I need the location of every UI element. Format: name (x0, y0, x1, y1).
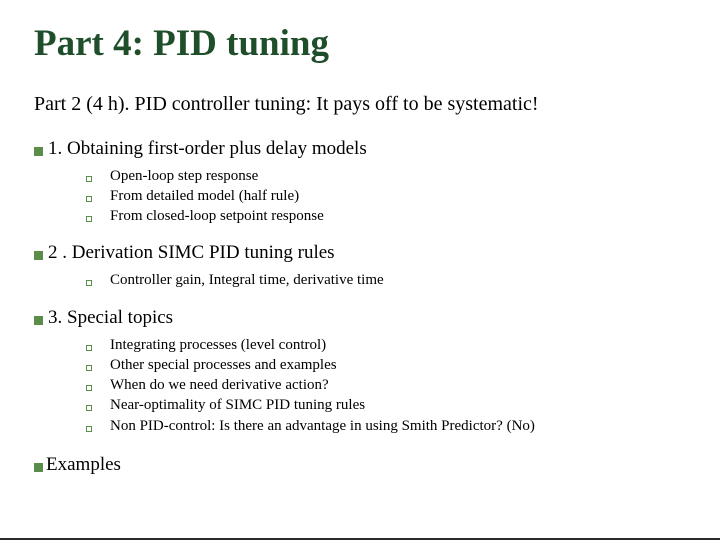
list-item-text: Open-loop step response (110, 166, 258, 186)
section-heading-text: 2 . Derivation SIMC PID tuning rules (48, 242, 335, 264)
square-bullet-icon (34, 251, 43, 260)
list-item: From closed-loop setpoint response (86, 206, 686, 226)
section-items: Integrating processes (level control) Ot… (86, 335, 686, 436)
list-item: Open-loop step response (86, 166, 686, 186)
hollow-square-bullet-icon (86, 365, 92, 371)
list-item-text: From closed-loop setpoint response (110, 206, 324, 226)
list-item-text: Integrating processes (level control) (110, 335, 326, 355)
square-bullet-icon (34, 316, 43, 325)
hollow-square-bullet-icon (86, 176, 92, 182)
section-items: Open-loop step response From detailed mo… (86, 166, 686, 227)
section-heading-text: 3. Special topics (48, 307, 173, 329)
section-heading: 3. Special topics (34, 307, 686, 329)
square-bullet-icon (34, 147, 43, 156)
section-heading: 2 . Derivation SIMC PID tuning rules (34, 242, 686, 264)
hollow-square-bullet-icon (86, 216, 92, 222)
hollow-square-bullet-icon (86, 196, 92, 202)
slide-title: Part 4: PID tuning (34, 24, 686, 65)
list-item: Integrating processes (level control) (86, 335, 686, 355)
list-item-text: Non PID-control: Is there an advantage i… (110, 416, 535, 436)
slide-subtitle: Part 2 (4 h). PID controller tuning: It … (34, 93, 686, 116)
closing-line: Examples (34, 454, 686, 476)
list-item: Other special processes and examples (86, 355, 686, 375)
list-item: From detailed model (half rule) (86, 186, 686, 206)
list-item-text: Near-optimality of SIMC PID tuning rules (110, 395, 365, 415)
square-bullet-icon (34, 463, 43, 472)
list-item: Near-optimality of SIMC PID tuning rules (86, 395, 686, 415)
list-item-text: When do we need derivative action? (110, 375, 329, 395)
hollow-square-bullet-icon (86, 426, 92, 432)
hollow-square-bullet-icon (86, 405, 92, 411)
list-item: Non PID-control: Is there an advantage i… (86, 416, 686, 436)
slide-container: Part 4: PID tuning Part 2 (4 h). PID con… (0, 0, 720, 540)
hollow-square-bullet-icon (86, 345, 92, 351)
section-heading-text: 1. Obtaining first-order plus delay mode… (48, 138, 367, 160)
section-heading: 1. Obtaining first-order plus delay mode… (34, 138, 686, 160)
list-item-text: From detailed model (half rule) (110, 186, 299, 206)
section-items: Controller gain, Integral time, derivati… (86, 270, 686, 290)
list-item: When do we need derivative action? (86, 375, 686, 395)
list-item: Controller gain, Integral time, derivati… (86, 270, 686, 290)
list-item-text: Other special processes and examples (110, 355, 337, 375)
hollow-square-bullet-icon (86, 385, 92, 391)
hollow-square-bullet-icon (86, 280, 92, 286)
list-item-text: Controller gain, Integral time, derivati… (110, 270, 384, 290)
closing-text: Examples (46, 454, 121, 476)
